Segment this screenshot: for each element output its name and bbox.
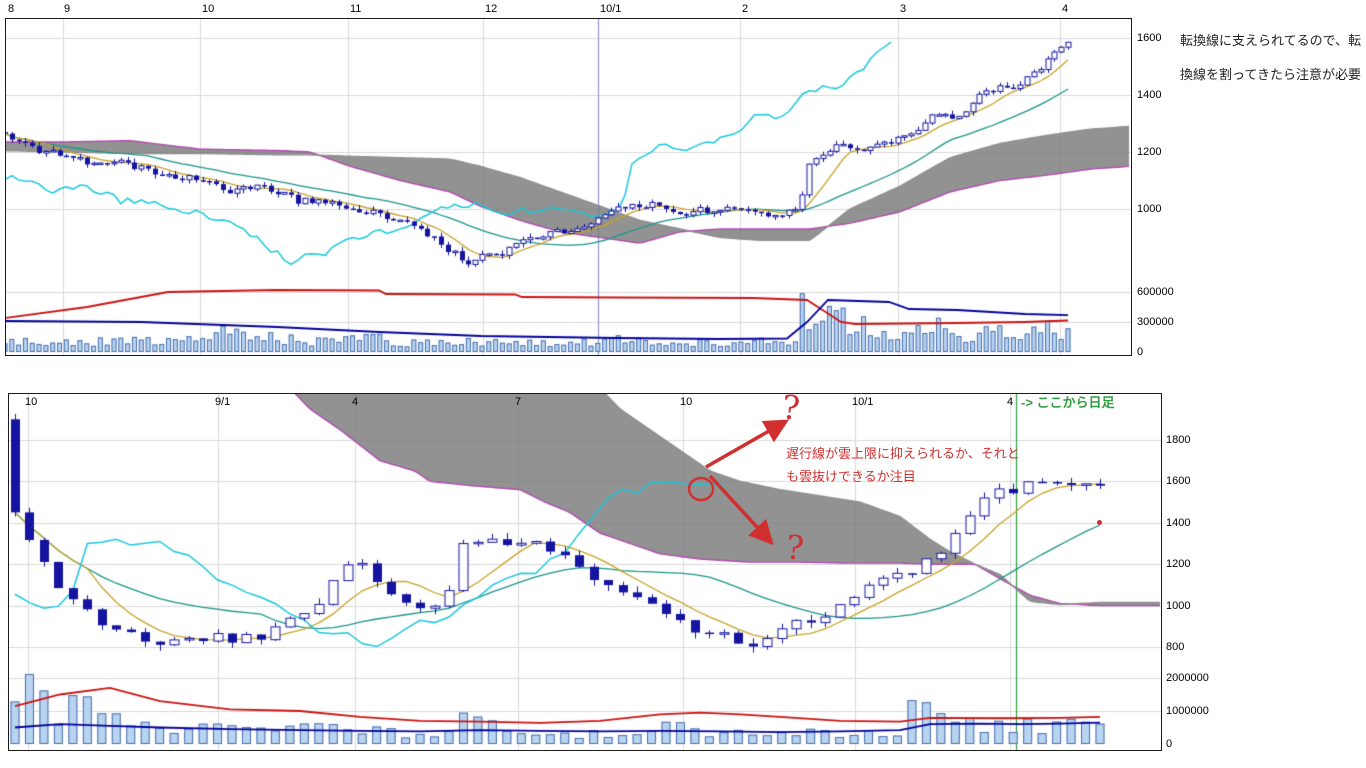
y-axis-volume-label: 0 [1166,738,1173,750]
top-chart-panel [5,18,1132,356]
y-axis-volume-label: 600000 [1137,286,1174,298]
y-axis-price-label: 1400 [1137,89,1162,101]
red-note-line-2: も雲抜けできるか注目 [786,469,916,484]
y-axis-price-label: 1400 [1166,517,1191,529]
x-axis-label: 10 [202,3,215,15]
y-axis-price-label: 1000 [1166,600,1191,612]
y-axis-price-label: 1200 [1137,146,1162,158]
x-axis-label: 3 [900,3,907,15]
red-note-line-1: 遅行線が雲上限に抑えられるか、それと [786,446,1020,461]
top-chart-note: 転換線に支えられてるので、転 換線を割ってきたら注意が必要 [1180,24,1361,92]
x-axis-label: 9 [64,3,71,15]
x-axis-label: 12 [485,3,498,15]
red-dot-marker [1097,520,1102,525]
bottom-chart-panel [8,393,1162,751]
y-axis-volume-label: 1000000 [1166,705,1209,717]
y-axis-volume-label: 2000000 [1166,672,1209,684]
y-axis-price-label: 1200 [1166,558,1191,570]
chikou-cloud-note: 遅行線が雲上限に抑えられるか、それと も雲抜けできるか注目 [786,442,1020,488]
x-axis-label: 2 [742,3,749,15]
top-note-line-2: 換線を割ってきたら注意が必要 [1180,67,1361,82]
y-axis-price-label: 800 [1166,641,1185,653]
daily-start-note: -> ここから日足 [1021,395,1115,410]
y-axis-price-label: 1600 [1137,32,1162,44]
y-axis-price-label: 1800 [1166,434,1191,446]
x-axis-label: 10/1 [600,3,622,15]
x-axis-label: 11 [350,3,362,15]
y-axis-volume-label: 300000 [1137,316,1174,328]
x-axis-label: 8 [8,3,15,15]
top-note-line-1: 転換線に支えられてるので、転 [1180,33,1362,48]
y-axis-price-label: 1000 [1137,203,1162,215]
top-chart-canvas[interactable] [6,19,1131,355]
y-axis-price-label: 1600 [1166,475,1191,487]
y-axis-volume-label: 0 [1137,346,1144,358]
x-axis-label: 4 [1062,3,1069,15]
bottom-chart-canvas[interactable] [9,394,1161,750]
